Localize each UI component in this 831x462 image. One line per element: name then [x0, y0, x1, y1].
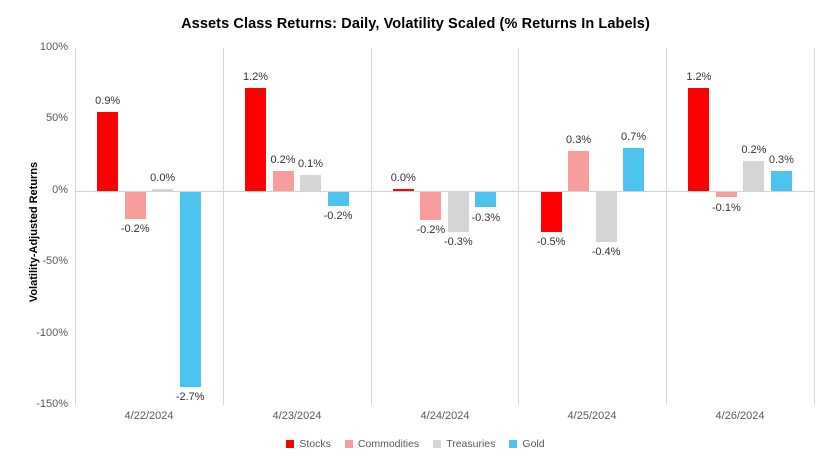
bar-stocks-4-23-2024 — [245, 88, 266, 191]
bar-data-label: -2.7% — [175, 391, 205, 404]
x-axis-category-label: 4/23/2024 — [272, 410, 322, 422]
bar-data-label: 0.0% — [390, 171, 416, 184]
category-separator-line — [518, 48, 519, 405]
bar-treasuries-4-24-2024 — [447, 191, 469, 232]
legend-label: Commodities — [357, 438, 420, 450]
x-axis-category-label: 4/26/2024 — [715, 410, 765, 422]
legend-label: Stocks — [299, 438, 331, 450]
bar-data-label: -0.1% — [712, 201, 741, 214]
category-separator-line — [75, 48, 76, 405]
bar-data-label: 0.2% — [741, 143, 767, 156]
bar-gold-4-24-2024 — [475, 191, 497, 208]
bar-data-label: 0.3% — [566, 133, 592, 146]
bar-data-label: -0.2% — [416, 224, 446, 237]
bar-data-label: 1.2% — [242, 71, 269, 83]
bar-gold-4-26-2024 — [770, 170, 792, 191]
bar-gold-4-23-2024 — [327, 191, 349, 207]
y-axis-title-text: Volatility-Adjusted Returns — [28, 161, 40, 303]
legend-item-treasuries: Treasuries — [433, 438, 495, 450]
bar-stocks-4-25-2024 — [540, 191, 562, 232]
bar-gold-4-22-2024 — [179, 191, 201, 388]
y-axis-tick-label: 50% — [45, 112, 68, 124]
legend-label: Treasuries — [446, 438, 496, 450]
x-axis-category-label: 4/22/2024 — [124, 410, 174, 422]
legend-swatch-icon — [509, 440, 518, 448]
category-separator-line — [371, 48, 372, 405]
bar-stocks-4-26-2024 — [688, 88, 710, 191]
bar-treasuries-4-26-2024 — [743, 160, 765, 191]
x-axis-category-label: 4/25/2024 — [567, 410, 617, 422]
plot-area: 0.9% -0.2% 0.0% -2.7% 1.2% 0.2% 0.1% -0.2% 0.0% -… — [75, 48, 815, 405]
category-separator-line — [223, 48, 224, 405]
bar-data-label: -0.2% — [120, 222, 150, 235]
bar-treasuries-4-23-2024 — [300, 175, 321, 191]
chart-title: Assets Class Returns: Daily, Volatility … — [181, 16, 650, 32]
legend-item-commodities: Commodities — [344, 438, 420, 450]
bar-data-label: 0.1% — [297, 158, 324, 171]
bar-data-label: 0.7% — [621, 131, 647, 143]
legend-label: Gold — [522, 438, 545, 450]
legend-item-stocks: Stocks — [286, 438, 331, 450]
legend-swatch-icon — [344, 440, 353, 448]
bar-treasuries-4-25-2024 — [595, 191, 617, 242]
bar-data-label: 0.9% — [95, 95, 121, 108]
bar-data-label: 1.2% — [686, 71, 712, 83]
y-axis-tick-label: 100% — [39, 41, 68, 53]
bar-data-label: 0.0% — [150, 171, 176, 184]
bar-commodities-4-26-2024 — [715, 191, 737, 198]
bar-data-label: -0.5% — [536, 235, 566, 248]
category-separator-line — [814, 48, 815, 405]
bar-stocks-4-24-2024 — [392, 188, 414, 191]
y-axis-tick-label: -100% — [36, 327, 68, 339]
legend-swatch-icon — [433, 440, 442, 448]
bar-commodities-4-22-2024 — [124, 191, 146, 219]
bar-gold-4-25-2024 — [623, 148, 645, 191]
y-axis-tick-label: -50% — [42, 255, 68, 267]
bar-commodities-4-23-2024 — [272, 170, 294, 191]
legend-swatch-icon — [286, 440, 295, 448]
bar-commodities-4-24-2024 — [420, 191, 442, 221]
bar-data-label: 0.3% — [768, 153, 794, 166]
legend-item-gold: Gold — [509, 438, 545, 450]
bar-data-label: -0.3% — [443, 235, 473, 248]
bar-data-label: -0.4% — [591, 245, 621, 258]
legend: Stocks Commodities Treasuries Gold — [0, 438, 831, 450]
y-axis-tick-label: 0% — [52, 184, 68, 196]
bar-data-label: -0.2% — [323, 210, 353, 223]
x-axis-category-label: 4/24/2024 — [420, 410, 470, 422]
zero-axis-line — [75, 191, 814, 192]
bar-stocks-4-22-2024 — [97, 112, 119, 191]
bar-treasuries-4-22-2024 — [152, 188, 174, 191]
category-separator-line — [666, 48, 667, 405]
bar-commodities-4-25-2024 — [568, 150, 590, 191]
y-axis-tick-label: -150% — [36, 398, 68, 410]
bar-data-label: -0.3% — [471, 211, 501, 224]
bar-data-label: 0.2% — [270, 153, 296, 166]
